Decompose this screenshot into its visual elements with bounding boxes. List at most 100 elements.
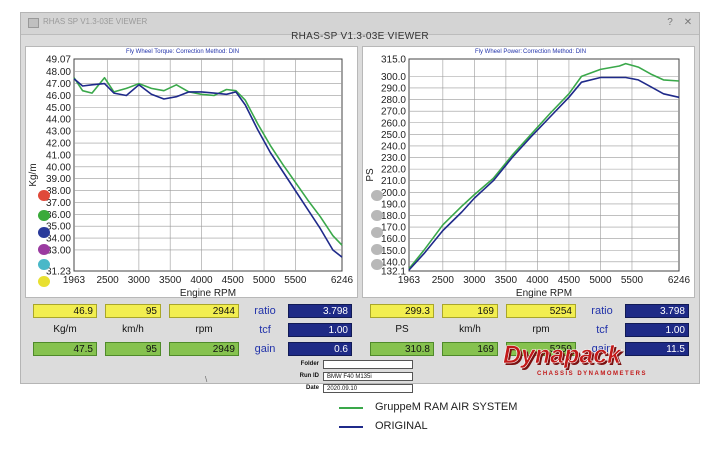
torque-x-axis-label: Engine RPM [180,288,236,299]
legend-dot-purple[interactable] [38,244,50,255]
legend-dot-grey-5[interactable] [371,259,383,270]
close-button[interactable]: ✕ [683,17,693,28]
legend-dot-yellow[interactable] [38,276,50,287]
torque-correction-method: Correction Method: DIN [176,49,240,55]
legend-dot-cyan[interactable] [38,259,50,270]
status-bar-mark: \ [205,375,208,384]
legend-dot-navy[interactable] [38,227,50,238]
torque-gain-field: 0.6 [288,342,352,356]
torque-tcf-field: 1.00 [288,323,352,337]
legend-dot-grey-4[interactable] [371,244,383,255]
power-compare-speed-field: 169 [442,342,498,356]
viewer-window: RHAS SP V1.3-03E VIEWER ? ✕ RHAS-SP V1.3… [20,12,700,393]
power-ratio-label: ratio [591,305,613,317]
power-y-tick-label: 270.0 [381,107,406,118]
torque-y-tick-label: 42.00 [46,139,71,150]
legend-dot-grey-3[interactable] [371,227,383,238]
power-gain-label: gain [591,343,613,355]
legend-dot-grey-2[interactable] [371,210,383,221]
torque-y-tick-label: 31.23 [46,267,71,278]
power-y-tick-label: 210.0 [381,176,406,187]
torque-x-tick-label: 4000 [190,275,213,286]
torque-x-tick-label: 6246 [331,275,354,286]
rpm-unit-label: rpm [195,324,213,335]
logo-shadow-text: Dynapack [505,343,624,371]
power-tcf-label: tcf [596,324,608,336]
power-x-tick-label: 3000 [463,275,486,286]
power-gain-field: 11.5 [625,342,689,356]
torque-y-tick-label: 49.07 [46,55,71,66]
torque-readout: 46.9 95 2944 ratio 3.798 Kg/m km/h rpm t… [25,302,358,360]
torque-y-tick-label: 39.00 [46,174,71,185]
power-y-tick-label: 315.0 [381,55,406,66]
power-y-tick-label: 290.0 [381,83,406,94]
power-x-tick-label: 5500 [621,275,644,286]
power-readout: 299.3 169 5254 ratio 3.798 PS km/h rpm t… [362,302,695,360]
power-ratio-field: 3.798 [625,304,689,318]
folder-field [323,360,413,369]
power-x-tick-label: 4000 [526,275,549,286]
torque-y-tick-label: 44.00 [46,115,71,126]
window-caption: RHAS SP V1.3-03E VIEWER [43,17,148,26]
torque-speed-field: 95 [105,304,161,318]
help-button[interactable]: ? [667,17,673,28]
power-y-tick-label: 200.0 [381,188,406,199]
power-x-tick-label: 5000 [589,275,612,286]
viewer-title: RHAS-SP V1.3-03E VIEWER [291,31,429,42]
power-value-field: 299.3 [370,304,434,318]
power-y-tick-label: 180.0 [381,211,406,222]
torque-y-tick-label: 35.00 [46,222,71,233]
torque-gain-label: gain [254,343,276,355]
torque-x-tick-label: 5500 [284,275,307,286]
power-speed-unit-label: km/h [459,324,481,335]
power-chart: 315.0 300.0290.0280.0270.0260.0250.0240.0… [365,55,691,300]
power-y-tick-label: 170.0 [381,223,406,234]
power-compare-rpm-field: 5259 [506,342,576,356]
power-y-tick-label: 220.0 [381,165,406,176]
logo-tagline: CHASSIS DYNAMOMETERS [537,371,647,377]
torque-y-tick-label: 41.00 [46,150,71,161]
torque-ratio-field: 3.798 [288,304,352,318]
legend-dot-grey-1[interactable] [371,190,383,201]
power-y-tick-label: 300.0 [381,72,406,83]
torque-y-tick-label: 48.00 [46,67,71,78]
power-series-line-original [408,76,680,271]
power-tcf-field: 1.00 [625,323,689,337]
torque-x-tick-label: 2500 [96,275,119,286]
folder-label: Folder [300,361,319,367]
torque-y-tick-label: 37.00 [46,198,71,209]
legend-label-original: ORIGINAL [375,420,428,432]
torque-x-tick-label: 4500 [222,275,245,286]
power-rpm-unit-label: rpm [532,324,550,335]
torque-x-tick-label: 3000 [128,275,151,286]
title-bar: RHAS SP V1.3-03E VIEWER ? ✕ [21,13,699,35]
torque-compare-value-field: 47.5 [33,342,97,356]
power-chart-subtitle: Fly Wheel Power: [475,49,523,55]
torque-y-tick-label: 34.00 [46,234,71,245]
power-y-tick-label: 280.0 [381,95,406,106]
power-y-tick-label: 140.0 [381,257,406,268]
torque-compare-rpm-field: 2949 [169,342,239,356]
run-id-field: BMW F40 M135i [323,372,413,381]
power-x-axis-label: Engine RPM [516,288,572,299]
power-y-tick-label: 250.0 [381,130,406,141]
app-icon [28,18,39,28]
legend-dot-red[interactable] [38,190,50,201]
torque-x-tick-label: 3500 [159,275,182,286]
power-y-tick-label: 260.0 [381,118,406,129]
power-chart-panel: 315.0 300.0 290.0 280.0 270.0 260.0 250.0 240.0… [362,46,695,300]
torque-y-tick-label: 46.00 [46,91,71,102]
date-label: Date [305,385,319,391]
date-field: 2020.09.10 [323,384,413,393]
power-speed-field: 169 [442,304,498,318]
torque-series-line-gruppem [73,76,343,246]
power-x-tick-label: 3500 [495,275,518,286]
dynapack-logo: Dynapack Dynapack CHASSIS DYNAMOMETERS [503,341,647,377]
torque-plot-area [73,58,343,272]
power-compare-value-field: 310.8 [370,342,434,356]
power-rpm-field: 5254 [506,304,576,318]
legend-dot-green[interactable] [38,210,50,221]
legend-line-navy [339,426,363,428]
run-info: Folder Run ID BMW F40 M135i Date 2020.09… [21,360,699,393]
